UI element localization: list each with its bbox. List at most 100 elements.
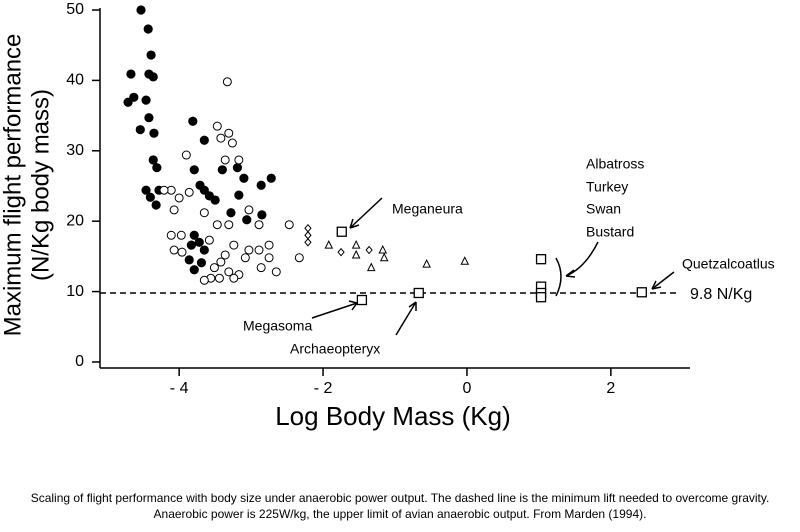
data-point — [366, 262, 376, 272]
y-tick-label: 0 — [75, 353, 84, 370]
annotation: Archaeopteryx — [290, 341, 380, 357]
annotation-arrows — [311, 197, 675, 336]
data-point — [141, 95, 151, 105]
data-point — [304, 238, 312, 247]
data-point — [535, 254, 547, 265]
data-point — [239, 173, 249, 183]
data-point — [254, 220, 264, 230]
data-point — [148, 155, 158, 165]
data-point — [214, 273, 224, 283]
data-point — [264, 240, 274, 250]
data-point — [254, 245, 264, 255]
x-tick-label: - 4 — [170, 380, 189, 397]
data-point — [294, 253, 304, 263]
data-point — [244, 205, 254, 215]
data-point — [166, 230, 176, 240]
data-point — [351, 249, 361, 259]
data-point — [535, 292, 547, 303]
data-point — [189, 230, 199, 240]
data-point — [212, 121, 222, 131]
data-point — [169, 205, 179, 215]
data-point — [256, 263, 266, 273]
x-tick-label: 0 — [462, 380, 471, 397]
data-point — [199, 245, 209, 255]
data-point — [189, 165, 199, 175]
data-point — [224, 220, 234, 230]
arrow — [311, 300, 358, 319]
y-tick-label: 40 — [66, 72, 84, 89]
data-point — [184, 255, 194, 265]
data-point — [216, 133, 226, 143]
data-point — [413, 287, 424, 299]
data-point — [144, 113, 154, 123]
bracket — [555, 257, 562, 297]
y-tick-label: 30 — [66, 142, 84, 159]
data-point — [194, 237, 204, 247]
data-point — [224, 128, 234, 138]
data-point — [176, 230, 186, 240]
arrow — [651, 271, 675, 290]
data-point — [199, 135, 209, 145]
y-tick-label: 10 — [66, 283, 84, 300]
annotations: Meganeura Albatross Turkey Swan Bustard … — [243, 156, 775, 357]
data-point — [135, 125, 145, 135]
data-point — [336, 226, 347, 237]
data-point — [220, 250, 230, 260]
data-point — [204, 235, 214, 245]
data-point — [217, 165, 227, 175]
y-axis-title: Maximum flight performance — [0, 34, 26, 337]
data-point — [210, 195, 220, 205]
data-point — [264, 253, 274, 263]
data-point — [304, 230, 312, 240]
data-point — [379, 252, 389, 262]
data-point — [146, 50, 156, 60]
data-point — [126, 69, 136, 79]
chart: Maximum flight performance (N/Kg body ma… — [0, 1, 775, 431]
data-point — [244, 245, 254, 255]
y-tick-label: 50 — [66, 1, 84, 18]
data-point — [169, 245, 179, 255]
data-point — [199, 208, 209, 218]
data-point — [234, 190, 244, 200]
arrow — [565, 241, 599, 278]
data-point — [216, 257, 226, 267]
data-point — [356, 294, 368, 306]
data-point — [337, 247, 345, 257]
annotation: Quetzalcoatlus — [682, 256, 775, 272]
data-point — [222, 77, 232, 87]
data-point — [136, 5, 146, 15]
data-point — [196, 258, 207, 268]
data-point — [378, 244, 388, 254]
data-point — [232, 163, 243, 173]
x-tick-label: 2 — [606, 380, 615, 397]
data-point — [224, 267, 234, 277]
x-axis-title: Log Body Mass (Kg) — [275, 401, 511, 431]
annotation: Bustard — [586, 224, 634, 240]
data-point — [229, 273, 239, 283]
data-point — [226, 208, 236, 218]
y-axis-title: (N/Kg body mass) — [27, 89, 54, 281]
data-point — [209, 263, 219, 273]
data-point — [123, 97, 133, 107]
data-point — [186, 240, 196, 250]
annotation: Megasoma — [243, 318, 312, 334]
data-point — [152, 163, 162, 173]
data-point — [212, 220, 222, 230]
data-point — [266, 173, 276, 183]
data-point — [271, 267, 281, 277]
data-point — [284, 220, 294, 230]
reference-label: 9.8 N/Kg — [690, 286, 752, 303]
data-point — [304, 223, 312, 233]
data-point — [143, 24, 153, 34]
data-point — [141, 185, 151, 195]
data-point — [365, 245, 373, 255]
data-point — [174, 193, 184, 203]
data-point — [257, 210, 267, 220]
data-point — [220, 155, 230, 165]
data-point — [422, 259, 431, 268]
data-point — [145, 192, 155, 202]
data-point — [256, 180, 266, 190]
data-point — [151, 200, 161, 210]
data-point — [240, 253, 250, 263]
